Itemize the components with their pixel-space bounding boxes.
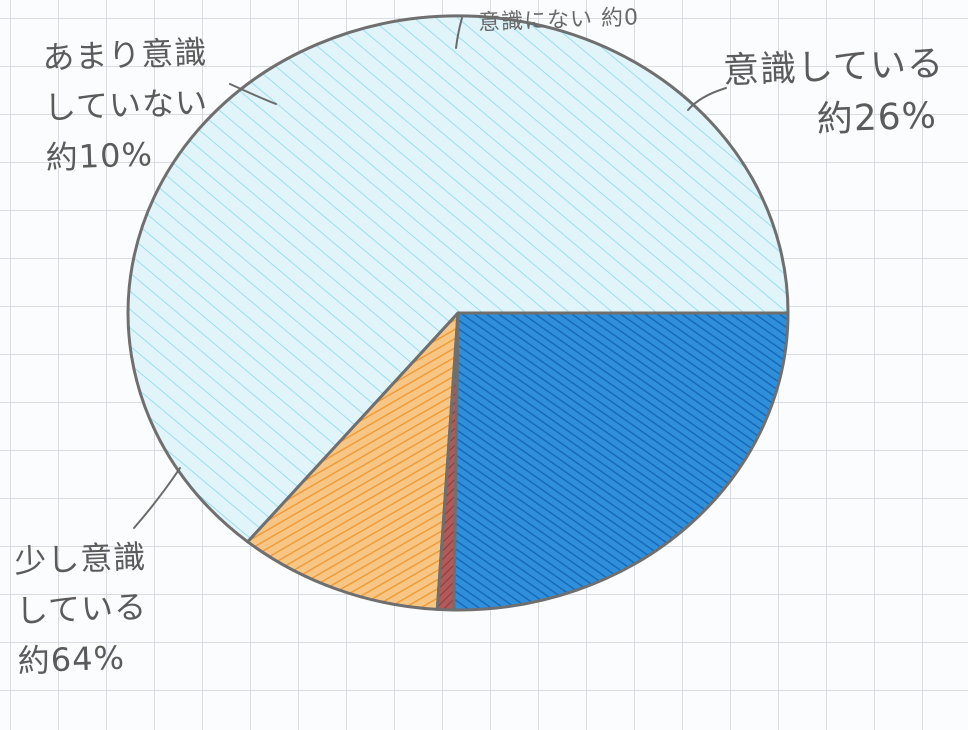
label-not-very-aware-line2: していない xyxy=(43,83,209,127)
label-somewhat-aware: 少し意識 している 約64% xyxy=(13,532,150,687)
pie-slice-d xyxy=(452,311,790,612)
label-somewhat-aware-pct: 約64% xyxy=(17,638,126,681)
pie-slice-b xyxy=(246,311,460,611)
label-not-very-aware: あまり意識 していない 約10% xyxy=(41,27,211,183)
label-not-very-aware-line1: あまり意識 xyxy=(41,33,208,77)
label-somewhat-aware-line2: している xyxy=(15,587,148,631)
leader-line-tl xyxy=(229,83,277,105)
label-aware: 意識している 約26% xyxy=(722,38,946,150)
label-somewhat-aware-line1: 少し意識 xyxy=(13,537,147,581)
label-aware-line1: 意識している xyxy=(722,43,945,92)
label-no-awareness-text: 意識にない 約0 xyxy=(477,5,640,36)
pie-slice-a xyxy=(126,14,790,544)
label-aware-pct: 約26% xyxy=(816,95,938,141)
label-not-very-aware-pct: 約10% xyxy=(45,135,154,177)
leader-line-tr xyxy=(687,87,727,111)
leader-line-top xyxy=(455,17,463,49)
leader-line-bl xyxy=(133,467,181,529)
label-no-awareness: 意識にない 約0 xyxy=(477,0,640,37)
